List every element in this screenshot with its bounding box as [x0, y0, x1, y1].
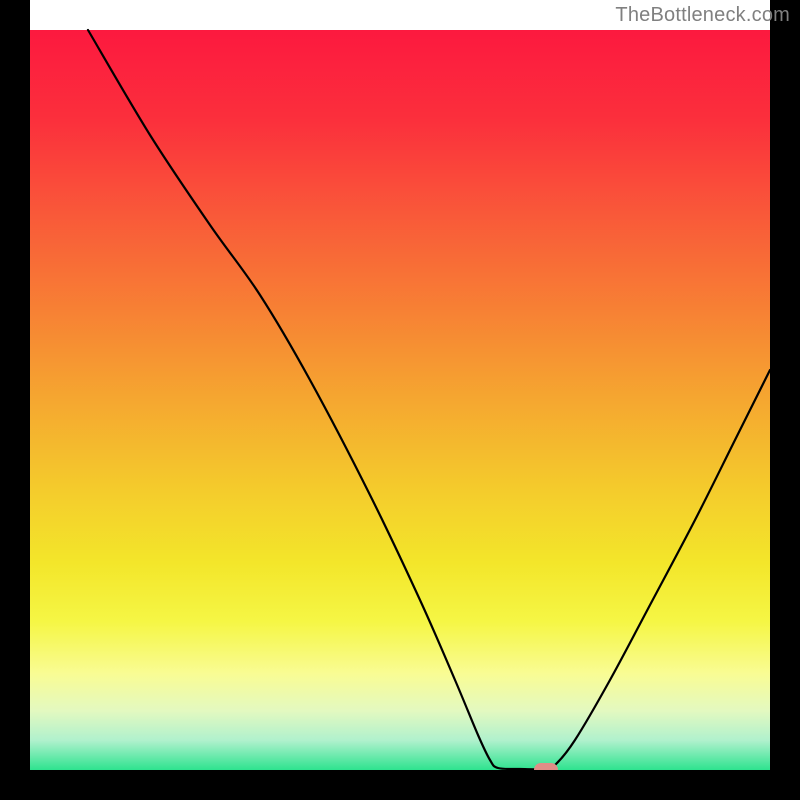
bottleneck-curve [88, 30, 770, 769]
bottleneck-curve-layer [0, 0, 800, 800]
watermark-text: TheBottleneck.com [615, 4, 790, 27]
axis-left [0, 0, 30, 800]
chart-root: { "watermark": { "text": "TheBottleneck.… [0, 0, 800, 800]
axis-right [770, 0, 800, 800]
axis-bottom [0, 770, 800, 800]
